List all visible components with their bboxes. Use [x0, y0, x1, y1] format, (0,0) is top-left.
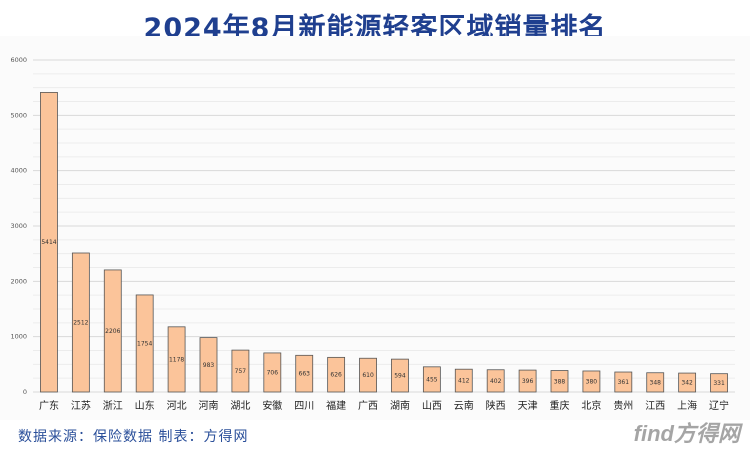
- x-tick-label: 福建: [326, 399, 346, 412]
- bar-21: [710, 373, 728, 393]
- data-label: 361: [618, 379, 630, 386]
- bar-6: [231, 349, 250, 393]
- x-tick-label: 山西: [422, 400, 442, 412]
- x-tick-label: 上海: [677, 399, 697, 412]
- bar-4: [167, 326, 186, 393]
- x-tick-label: 陕西: [486, 399, 506, 412]
- x-tick-label: 天津: [518, 400, 538, 412]
- x-tick-label: 河南: [199, 399, 219, 412]
- x-tick-label: 云南: [454, 399, 474, 412]
- data-label: 2512: [73, 320, 88, 327]
- bar-5: [199, 337, 218, 393]
- data-label: 706: [267, 369, 279, 376]
- x-tick-label: 江苏: [71, 399, 91, 412]
- y-tick-label: 3000: [10, 222, 27, 230]
- y-tick-label: 6000: [10, 56, 27, 64]
- data-label: 342: [681, 380, 693, 387]
- bar-18: [614, 371, 633, 393]
- data-label: 348: [650, 379, 662, 386]
- bar-11: [391, 358, 409, 393]
- x-tick-label: 广东: [39, 399, 59, 412]
- watermark-logo: find方得网: [633, 421, 740, 446]
- bar-9: [327, 356, 346, 393]
- data-label: 594: [394, 373, 406, 380]
- bar-3: [135, 294, 154, 393]
- x-tick-label: 山东: [135, 399, 155, 412]
- data-label: 402: [490, 378, 502, 385]
- data-label: 5414: [41, 239, 56, 246]
- x-tick-label: 贵州: [613, 399, 633, 412]
- data-label: 455: [426, 376, 438, 383]
- y-tick-label: 0: [23, 388, 27, 396]
- data-label: 1178: [169, 356, 184, 363]
- x-tick-label: 辽宁: [709, 399, 729, 412]
- data-label: 663: [299, 371, 311, 378]
- x-tick-label: 北京: [581, 399, 601, 412]
- bar-10: [359, 357, 377, 393]
- data-label: 626: [330, 372, 342, 379]
- x-tick-label: 河北: [167, 400, 187, 412]
- x-tick-label: 四川: [294, 401, 314, 412]
- x-tick-label: 重庆: [550, 399, 570, 412]
- bar-0: [40, 92, 58, 393]
- data-label: 1754: [137, 340, 152, 347]
- bar-17: [582, 370, 601, 393]
- data-label: 331: [713, 380, 725, 387]
- y-tick-label: 5000: [10, 111, 27, 119]
- bar-15: [518, 369, 537, 393]
- bar-2: [103, 269, 122, 393]
- bar-16: [550, 370, 569, 393]
- data-source-note: 数据来源：保险数据 制表：方得网: [18, 429, 249, 445]
- bar-12: [422, 366, 441, 393]
- x-tick-label: 湖北: [230, 400, 250, 412]
- x-tick-label: 浙江: [103, 400, 123, 412]
- bar-7: [263, 352, 282, 393]
- y-tick-label: 4000: [10, 167, 27, 175]
- x-tick-label: 江西: [645, 400, 665, 412]
- x-tick-label: 安徽: [262, 399, 282, 412]
- bar-8: [295, 354, 314, 393]
- bar-20: [678, 372, 697, 393]
- data-label: 983: [203, 362, 215, 369]
- data-label: 396: [522, 378, 534, 385]
- data-label: 412: [458, 378, 470, 385]
- data-label: 388: [554, 378, 566, 385]
- y-tick-label: 2000: [10, 277, 27, 285]
- y-tick-label: 1000: [10, 333, 27, 341]
- bar-1: [71, 252, 90, 393]
- data-label: 380: [586, 378, 598, 385]
- bar-13: [454, 368, 473, 393]
- bar-14: [486, 369, 505, 393]
- data-label: 2206: [105, 328, 120, 335]
- plot-area: [0, 36, 750, 420]
- data-label: 757: [235, 368, 247, 375]
- data-label: 610: [362, 372, 374, 379]
- x-tick-label: 广西: [358, 400, 378, 412]
- bar-19: [646, 372, 665, 393]
- x-tick-label: 湖南: [390, 399, 410, 412]
